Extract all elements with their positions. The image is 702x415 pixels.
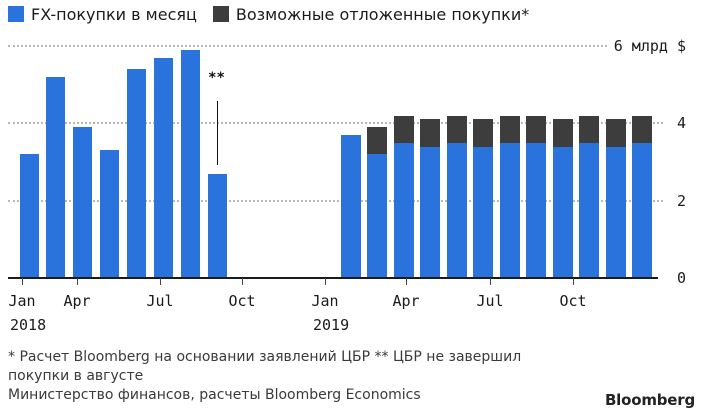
bar-fx-2019-Mar (393, 142, 414, 278)
bar-fx-2018-Mar (73, 127, 93, 278)
x-tick-0 (22, 278, 23, 285)
footnote: * Расчет Bloomberg на основании заявлени… (8, 348, 608, 386)
x-axis-label-Jul-6: Jul (476, 292, 504, 310)
bar-deferred-2019-Sep (552, 119, 573, 147)
bar-fx-2019-Jun (473, 146, 494, 278)
bar-fx-2018-Jan (19, 154, 39, 278)
fx-series-swatch (8, 6, 24, 22)
bar-deferred-2019-Dec (631, 115, 652, 143)
deferred-series-swatch (212, 6, 229, 22)
x-axis-year-2018: 2018 (10, 316, 47, 334)
bar-fx-2018-May (127, 69, 147, 278)
x-axis-label-Jan-4: Jan (311, 292, 339, 310)
bloomberg-logo: Bloomberg (604, 391, 695, 409)
x-tick-6 (490, 278, 491, 285)
y-axis-label-2: 2 (676, 191, 686, 210)
bar-fx-2018-Feb (46, 76, 66, 278)
august-annotation-text: ** (208, 70, 226, 86)
bar-fx-2018-Jun (154, 57, 173, 278)
x-tick-7 (573, 278, 574, 285)
deferred-series-label: Возможные отложенные покупки* (235, 4, 530, 24)
x-axis-year-2019: 2019 (313, 316, 350, 334)
gridline-6 (8, 44, 607, 47)
bar-fx-2019-Feb (367, 154, 388, 278)
bar-deferred-2019-Jun (473, 119, 494, 147)
bar-fx-2019-Jul (499, 142, 520, 278)
august-annotation-line (217, 101, 218, 165)
y-axis-label-0: 0 (676, 269, 686, 287)
x-axis-label-Apr-5: Apr (392, 292, 420, 310)
gridline-2 (8, 199, 663, 202)
bar-fx-2018-Apr (100, 150, 120, 278)
fx-series-label: FX-покупки в месяц (31, 4, 197, 24)
bar-fx-2019-Sep (552, 146, 573, 278)
legend: FX-покупки в месяц Возможные отложенные … (8, 4, 545, 24)
bar-deferred-2019-Oct (579, 115, 600, 143)
x-tick-4 (325, 278, 326, 285)
x-axis-label-Apr-1: Apr (63, 292, 91, 310)
bar-fx-2019-Nov (605, 146, 626, 278)
bar-deferred-2019-Aug (526, 115, 547, 143)
footnote-line-1: * Расчет Bloomberg на основании заявлени… (8, 349, 522, 365)
x-axis-line (8, 277, 658, 279)
bar-deferred-2019-Apr (420, 119, 441, 147)
y-axis-label-6: 6 млрд $ (613, 36, 686, 55)
bar-deferred-2019-Nov (605, 119, 626, 147)
x-tick-1 (77, 278, 78, 285)
bar-fx-2019-Oct (579, 142, 600, 278)
legend-item-deferred: Возможные отложенные покупки* (212, 4, 530, 24)
bar-fx-2018-Aug (207, 173, 227, 278)
bar-deferred-2019-May (446, 115, 467, 143)
bar-fx-2019-Dec (631, 142, 652, 278)
y-axis-label-4: 4 (676, 114, 686, 133)
x-axis-label-Jul-2: Jul (146, 292, 174, 310)
x-tick-5 (406, 278, 407, 285)
bar-fx-2018-Jul (180, 49, 200, 278)
bar-fx-2019-Apr (420, 146, 441, 278)
bar-deferred-2019-Feb (367, 127, 388, 155)
bar-fx-2019-Jan (341, 134, 361, 278)
x-tick-3 (242, 278, 243, 285)
x-axis-label-Oct-3: Oct (228, 292, 256, 310)
bar-fx-2019-Aug (526, 142, 547, 278)
source-attribution: Министерство финансов, расчеты Bloomberg… (8, 387, 421, 403)
footnote-line-2: покупки в августе (8, 368, 144, 384)
bar-deferred-2019-Mar (393, 115, 414, 143)
x-axis-label-Oct-7: Oct (559, 292, 587, 310)
legend-item-fx: FX-покупки в месяц (8, 5, 197, 24)
bar-deferred-2019-Jul (499, 115, 520, 143)
x-tick-2 (160, 278, 161, 285)
gridline-4 (8, 122, 663, 125)
bar-fx-2019-May (446, 142, 467, 278)
x-axis-label-Jan-0: Jan (8, 292, 36, 310)
